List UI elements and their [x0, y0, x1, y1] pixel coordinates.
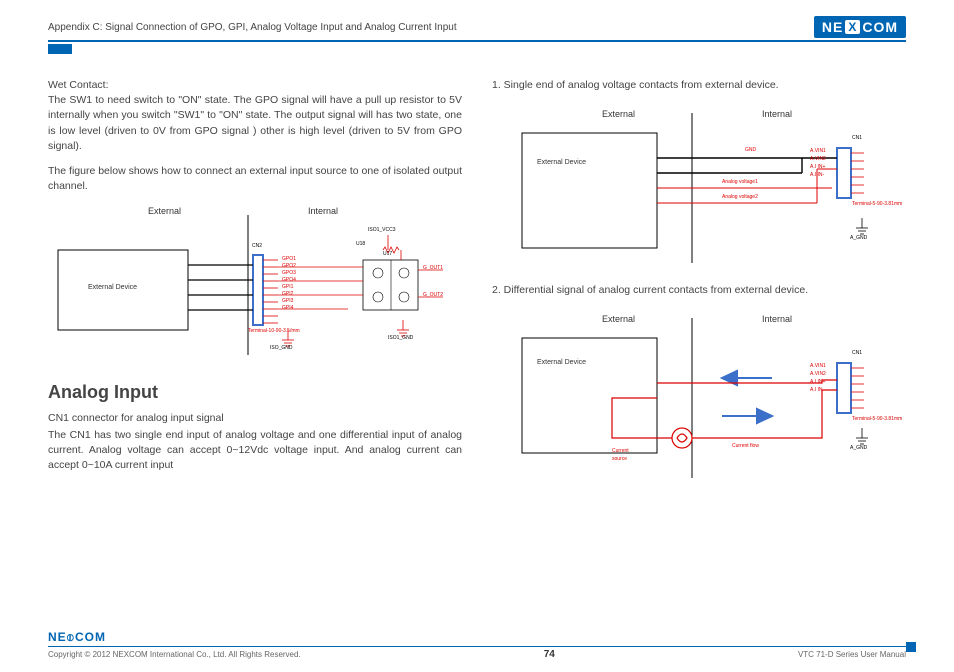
label-iso-gnd: ISO_GND: [270, 345, 293, 352]
c-avin1: A.VIN1: [810, 363, 826, 370]
v-agnd: A_GND: [850, 235, 867, 242]
pin-gout1: G_OUT1: [423, 265, 443, 272]
footer-logo: NE⦶COM: [48, 630, 906, 644]
current-diagram: External Internal External Device CN1 A.…: [492, 308, 906, 488]
v-gnd: GND: [745, 147, 756, 154]
c-current-flow: Current flow: [732, 443, 759, 450]
analog-text: The CN1 has two single end input of anal…: [48, 428, 462, 474]
left-column: Wet Contact: The SW1 to need switch to "…: [48, 78, 462, 498]
right-column: 1. Single end of analog voltage contacts…: [492, 78, 906, 498]
v-terminal: Terminal-5-90-3.81mm: [852, 201, 902, 208]
page-number: 74: [544, 649, 555, 660]
v-ext-device: External Device: [537, 158, 587, 168]
c-agnd: A_GND: [850, 445, 867, 452]
v-ainn: A.I IN-: [810, 172, 824, 179]
c-label-external: External: [602, 313, 635, 326]
c-terminal: Terminal-5-90-3.81mm: [852, 416, 902, 423]
label-iso-vcc: ISO1_VCC3: [368, 227, 396, 234]
label-cn2: CN2: [252, 243, 262, 250]
page-footer: NE⦶COM Copyright © 2012 NEXCOM Internati…: [48, 630, 906, 660]
c-cn1: CN1: [852, 350, 862, 357]
header-tab: [48, 44, 72, 54]
nexcom-logo: NE X COM: [814, 16, 906, 38]
v-avin1: A.VIN1: [810, 148, 826, 155]
v-av1: Analog voltage1: [722, 179, 758, 186]
label-ext-device: External Device: [88, 283, 137, 293]
wet-contact-label: Wet Contact:: [48, 79, 109, 91]
label-u17: U17: [383, 251, 392, 258]
label-u18: U18: [356, 241, 365, 248]
v-label-internal: Internal: [762, 108, 792, 121]
c-ainp: A.I IN+: [810, 379, 825, 386]
header-title: Appendix C: Signal Connection of GPO, GP…: [48, 22, 457, 33]
gpo-diagram: External Internal External Device ISO1_V…: [48, 205, 462, 365]
c-current-source: Current source: [612, 448, 642, 463]
v-av2: Analog voltage2: [722, 194, 758, 201]
voltage-diagram: External Internal External Device CN1 GN…: [492, 103, 906, 273]
analog-subheading: CN1 connector for analog input signal: [48, 411, 462, 426]
wet-contact-text: The SW1 to need switch to "ON" state. Th…: [48, 94, 462, 152]
c-avin2: A.VIN2: [810, 371, 826, 378]
label-internal: Internal: [308, 205, 338, 218]
c-ainn: A.I IN-: [810, 387, 824, 394]
pin-gpi4: GPI4: [282, 305, 293, 312]
analog-input-heading: Analog Input: [48, 379, 462, 405]
manual-name: VTC 71-D Series User Manual: [798, 650, 906, 659]
item1-title: 1. Single end of analog voltage contacts…: [492, 78, 906, 93]
label-terminal: Terminal-10-90-3.5/mm: [248, 328, 300, 335]
v-cn1: CN1: [852, 135, 862, 142]
copyright-text: Copyright © 2012 NEXCOM International Co…: [48, 650, 301, 659]
label-iso-gnd2: ISO1_GND: [388, 335, 413, 342]
v-avin2: A.VIN2: [810, 156, 826, 163]
c-ext-device: External Device: [537, 358, 587, 368]
figure-intro-text: The figure below shows how to connect an…: [48, 164, 462, 194]
v-label-external: External: [602, 108, 635, 121]
pin-gout2: G_OUT2: [423, 292, 443, 299]
item2-title: 2. Differential signal of analog current…: [492, 283, 906, 298]
page-header: Appendix C: Signal Connection of GPO, GP…: [48, 16, 906, 42]
label-external: External: [148, 205, 181, 218]
v-ainp: A.I IN+: [810, 164, 825, 171]
c-label-internal: Internal: [762, 313, 792, 326]
